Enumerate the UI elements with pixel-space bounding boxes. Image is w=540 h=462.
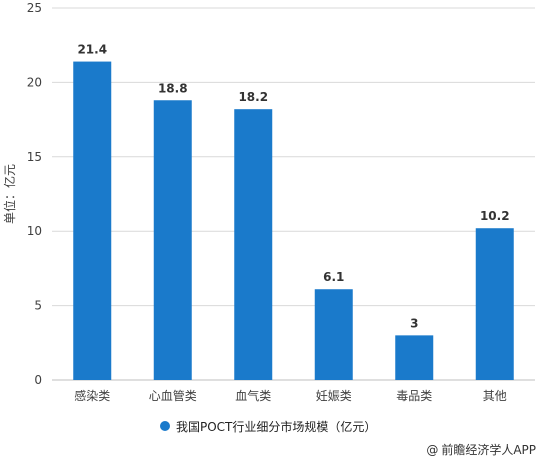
bar: [153, 100, 192, 381]
data-label: 10.2: [480, 209, 510, 223]
x-tick-labels: 感染类 心血管类 血气类 妊娠类 毒品类 其他: [74, 388, 507, 403]
data-label: 18.8: [158, 81, 188, 95]
source-text: 前瞻经济学人APP: [441, 443, 536, 457]
legend-label: 我国POCT行业细分市场规模（亿元）: [176, 419, 377, 434]
x-tick-label: 血气类: [235, 388, 271, 403]
x-tick-label: 心血管类: [149, 388, 197, 403]
data-label: 3: [410, 316, 418, 330]
gridlines: [52, 7, 535, 381]
at-sign-icon: @: [426, 442, 439, 457]
legend: 我国POCT行业细分市场规模（亿元）: [160, 416, 376, 436]
y-tick-labels: 0 5 10 15 20 25: [27, 1, 42, 387]
y-axis-label: 单位：亿元: [2, 164, 17, 224]
data-label: 6.1: [323, 270, 344, 284]
y-tick-label: 10: [27, 224, 42, 238]
bar: [73, 61, 112, 381]
y-tick-label: 25: [27, 1, 42, 15]
y-tick-label: 0: [34, 373, 42, 387]
x-tick-label: 感染类: [74, 388, 110, 403]
y-tick-label: 20: [27, 75, 42, 89]
bars: [73, 61, 514, 381]
y-tick-label: 5: [34, 299, 42, 313]
bar: [314, 289, 353, 380]
source-attribution: @ 前瞻经济学人APP: [426, 441, 536, 458]
bar: [234, 109, 273, 381]
x-tick-label: 毒品类: [396, 389, 432, 403]
data-label: 21.4: [77, 43, 107, 57]
legend-marker: [160, 421, 170, 431]
x-tick-label: 其他: [483, 389, 507, 403]
y-tick-label: 15: [27, 150, 42, 164]
x-tick-label: 妊娠类: [316, 389, 352, 403]
bar: [475, 228, 514, 380]
data-label: 18.2: [238, 90, 268, 104]
bar: [395, 335, 434, 380]
data-labels: 21.4 18.8 18.2 6.1 3 10.2: [77, 43, 509, 331]
